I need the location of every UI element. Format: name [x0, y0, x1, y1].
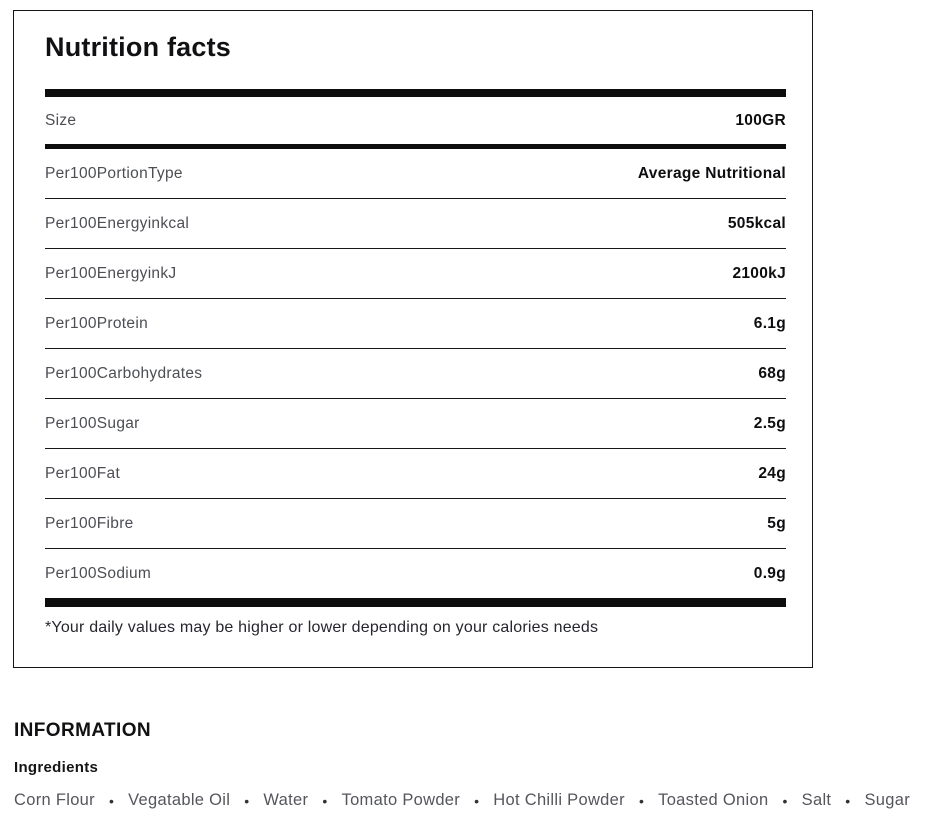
nutrition-row-label: Per100EnergyinkJ [45, 264, 177, 282]
nutrition-row-label: Per100Sodium [45, 564, 152, 582]
daily-values-footnote: *Your daily values may be higher or lowe… [45, 619, 599, 637]
nutrition-row-value: 68g [758, 364, 786, 382]
nutrition-row-fibre: Per100Fibre 5g [45, 498, 786, 548]
ingredient-item: Hot Chilli Powder [493, 791, 625, 810]
ingredient-item: Toasted Onion [658, 791, 769, 810]
information-section: INFORMATION Ingredients Corn Flour • Vegat… [14, 720, 937, 810]
ingredients-list: Corn Flour • Vegatable Oil • Water • Tomato Po… [14, 791, 937, 810]
ingredient-item: Sugar [864, 791, 911, 810]
nutrition-row-label: Per100Carbohydrates [45, 364, 203, 382]
nutrition-row-value: 24g [758, 464, 786, 482]
bullet-separator-icon: • [845, 792, 851, 809]
ingredient-item: Salt [801, 791, 832, 810]
nutrition-row-value: 6.1g [753, 314, 786, 332]
nutrition-row-label: Per100Fat [45, 464, 121, 482]
bullet-separator-icon: • [474, 792, 480, 809]
nutrition-row-portion-type: Per100PortionType Average Nutritional [45, 149, 786, 198]
nutrition-row-value: 100GR [735, 111, 786, 129]
ingredient-item: Corn Flour [14, 791, 95, 810]
nutrition-row-label: Per100Energyinkcal [45, 214, 190, 232]
nutrition-row-value: 2100kJ [732, 264, 786, 282]
nutrition-row-energy-kj: Per100EnergyinkJ 2100kJ [45, 248, 786, 298]
divider-thick-top [45, 89, 786, 98]
bullet-separator-icon: • [244, 792, 250, 809]
bullet-separator-icon: • [322, 792, 328, 809]
ingredient-item: Water [263, 791, 309, 810]
bullet-separator-icon: • [108, 792, 115, 809]
nutrition-row-carbohydrates: Per100Carbohydrates 68g [45, 348, 786, 398]
nutrition-row-label: Per100Protein [45, 314, 148, 332]
ingredient-item: Tomato Powder [341, 791, 461, 810]
divider-thick-bottom [45, 598, 786, 608]
ingredient-item: Vegatable Oil [128, 791, 231, 810]
bullet-separator-icon: • [638, 792, 645, 809]
nutrition-row-value: 2.5g [753, 414, 786, 432]
nutrition-row-protein: Per100Protein 6.1g [45, 298, 786, 348]
nutrition-row-label: Size [45, 111, 77, 129]
bullet-separator-icon: • [782, 792, 788, 809]
nutrition-row-value: Average Nutritional [637, 164, 786, 182]
nutrition-facts-panel: Nutrition facts Size 100GR Per100Portion… [13, 10, 813, 669]
nutrition-row-value: 0.9g [753, 564, 786, 582]
nutrition-rows-group: Per100PortionType Average Nutritional Pe… [45, 149, 786, 598]
nutrition-row-fat: Per100Fat 24g [45, 448, 786, 498]
nutrition-row-energy-kcal: Per100Energyinkcal 505kcal [45, 198, 786, 248]
information-heading: INFORMATION [14, 720, 152, 742]
nutrition-row-sodium: Per100Sodium 0.9g [45, 548, 786, 598]
nutrition-facts-title: Nutrition facts [45, 32, 232, 62]
nutrition-row-label: Per100Sugar [45, 414, 140, 432]
nutrition-row-label: Per100PortionType [45, 164, 183, 182]
nutrition-row-value: 5g [767, 514, 786, 532]
divider-thick-mid [45, 144, 786, 150]
nutrition-row-sugar: Per100Sugar 2.5g [45, 398, 786, 448]
nutrition-row-label: Per100Fibre [45, 514, 134, 532]
nutrition-row-value: 505kcal [727, 214, 786, 232]
nutrition-row-size: Size 100GR [45, 97, 786, 144]
ingredients-heading: Ingredients [14, 759, 99, 777]
